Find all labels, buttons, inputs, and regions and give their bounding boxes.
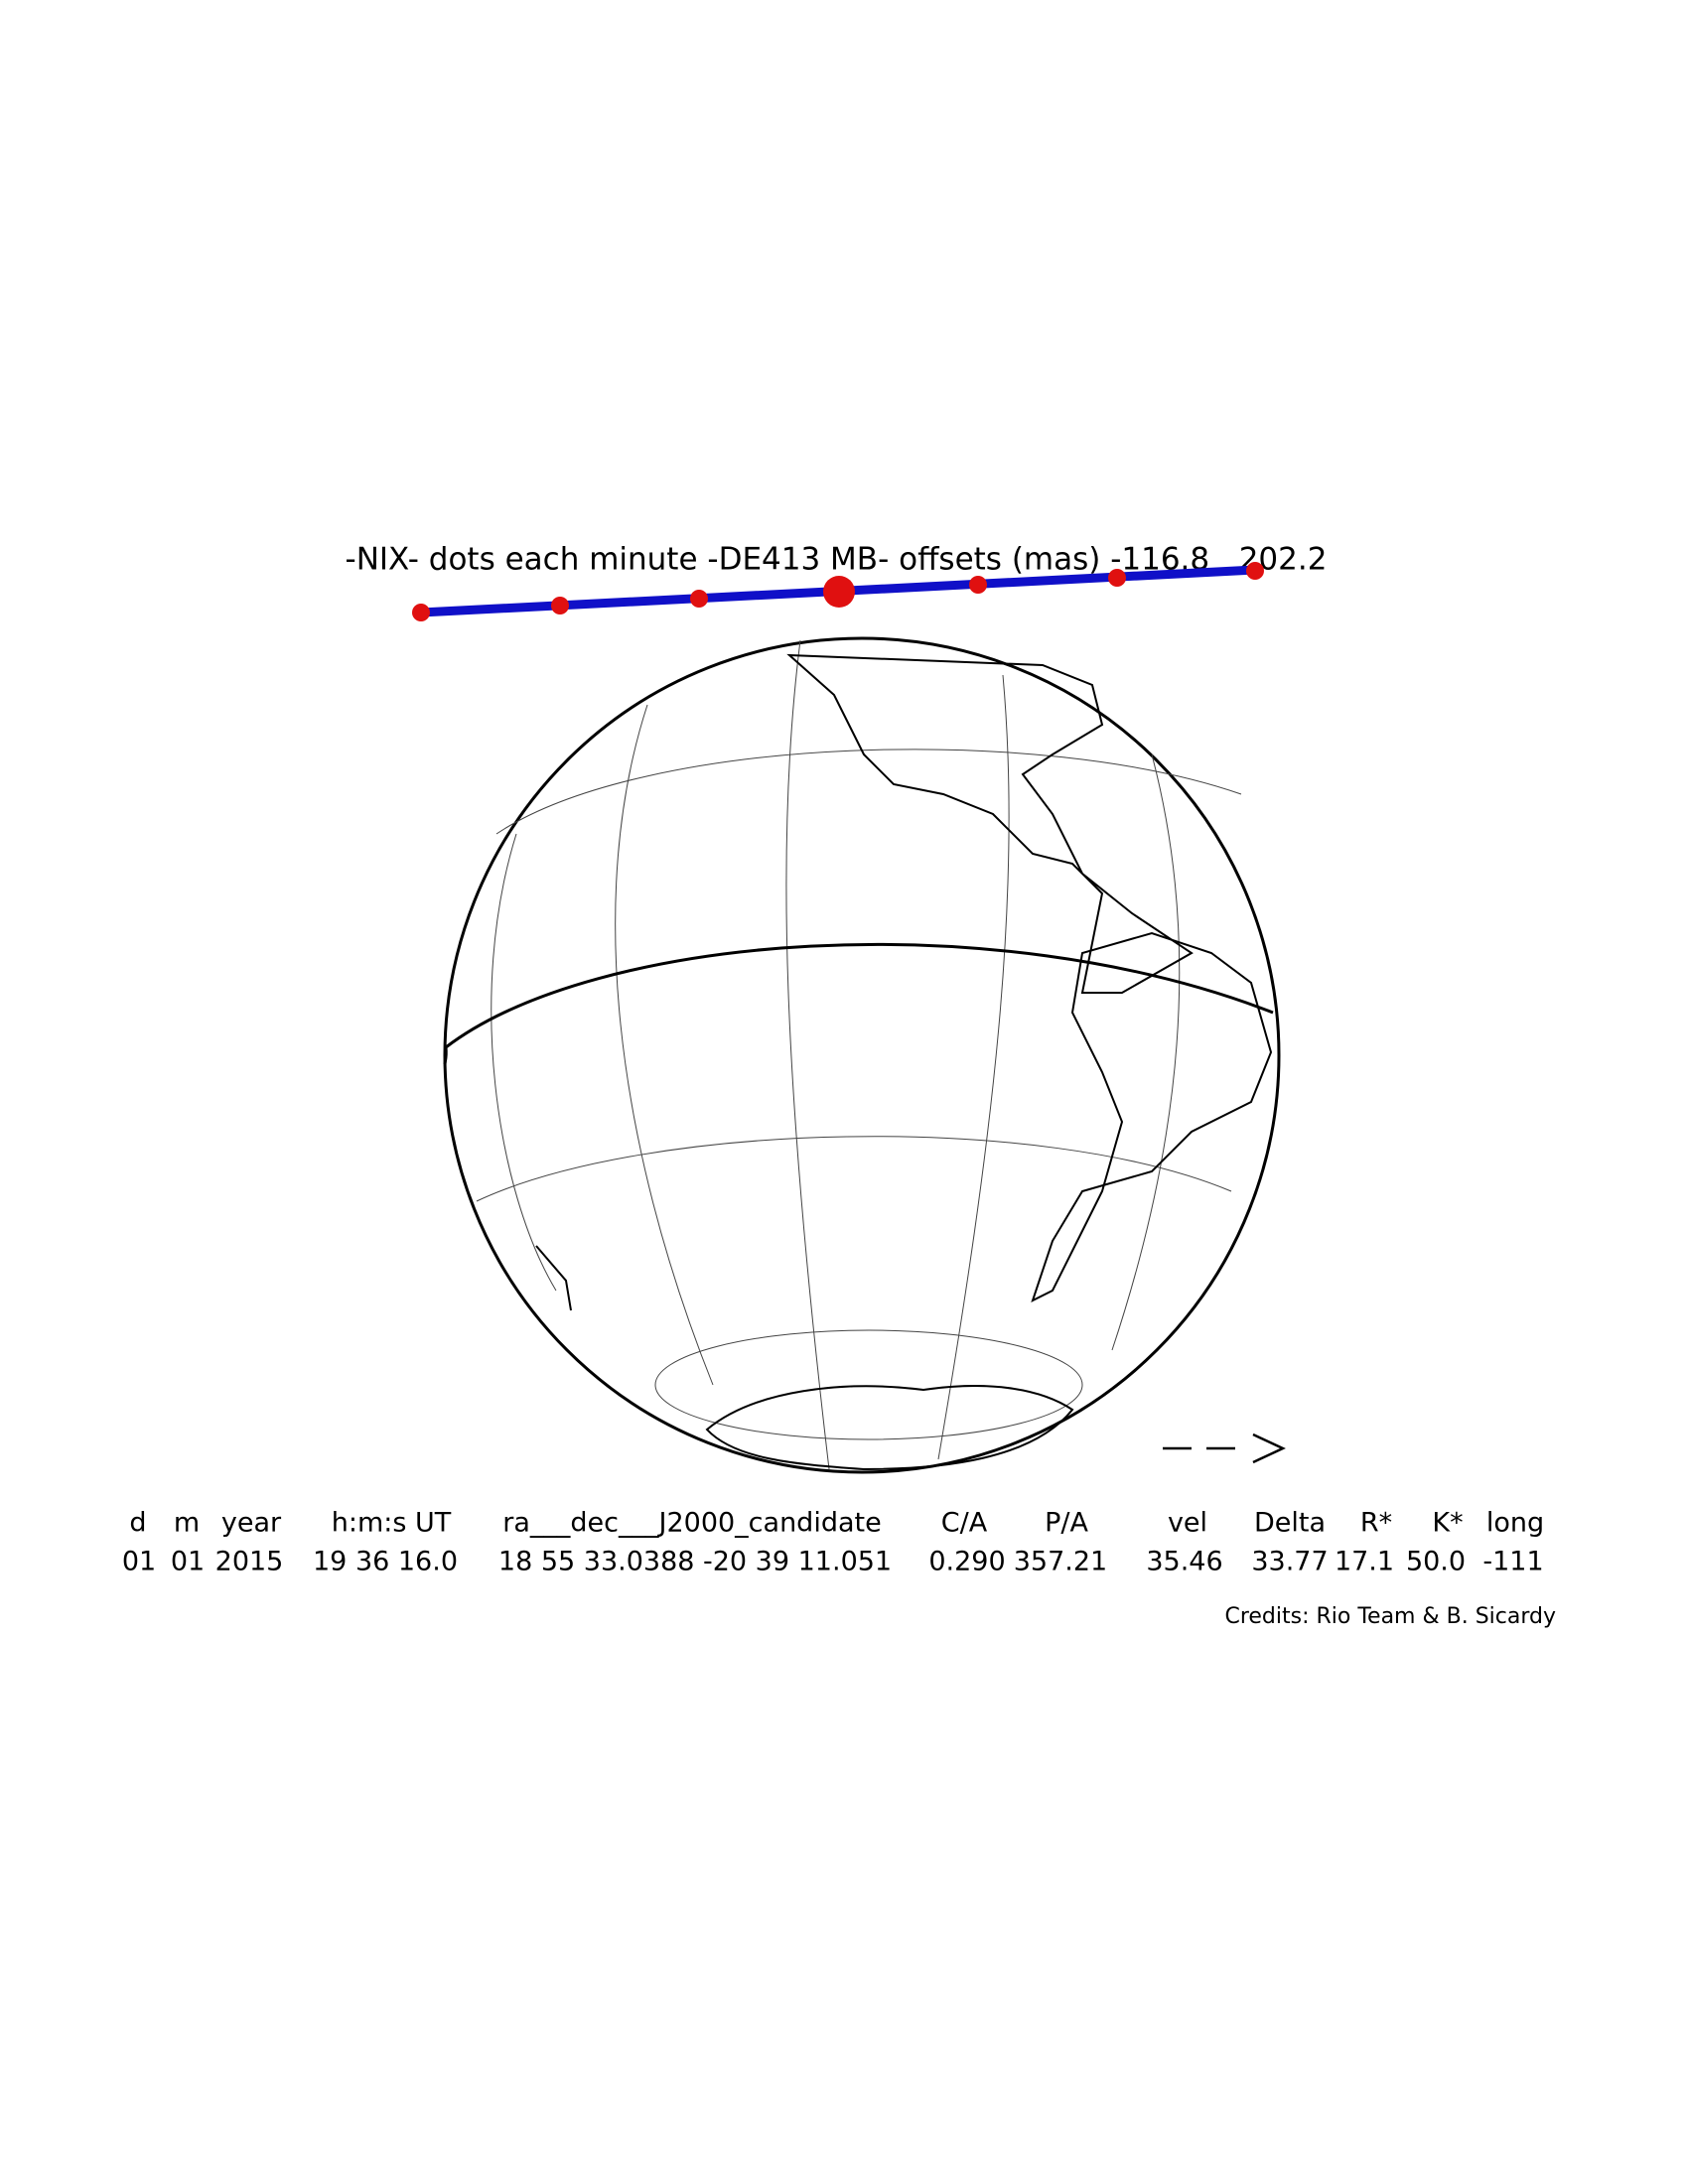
column-value: 0.290 bbox=[928, 1547, 1005, 1577]
column-header: m bbox=[174, 1508, 200, 1539]
column-header: d bbox=[129, 1508, 146, 1539]
column-header: vel bbox=[1168, 1508, 1207, 1539]
column-header: h:m:s UT bbox=[332, 1508, 452, 1539]
column-header: C/A bbox=[941, 1508, 988, 1539]
column-header: long bbox=[1486, 1508, 1544, 1539]
direction-arrow bbox=[1163, 1433, 1286, 1464]
column-value: 01 bbox=[171, 1547, 205, 1577]
column-header: K* bbox=[1432, 1508, 1463, 1539]
column-value: 2015 bbox=[215, 1547, 284, 1577]
globe bbox=[443, 636, 1281, 1474]
column-header: Delta bbox=[1254, 1508, 1326, 1539]
column-value: 35.46 bbox=[1146, 1547, 1222, 1577]
column-value: 01 bbox=[122, 1547, 156, 1577]
column-header: year bbox=[221, 1508, 282, 1539]
column-value: 33.77 bbox=[1251, 1547, 1328, 1577]
column-value: 50.0 bbox=[1406, 1547, 1466, 1577]
column-value: -111 bbox=[1482, 1547, 1543, 1577]
event-table: d m year h:m:s UT ra___dec___J2000_candidate… bbox=[122, 1508, 1544, 1577]
shadow-path bbox=[412, 562, 1264, 621]
column-value: 17.1 bbox=[1335, 1547, 1394, 1577]
column-header: P/A bbox=[1045, 1508, 1088, 1539]
column-value: 18 55 33.0388 -20 39 11.051 bbox=[498, 1547, 892, 1577]
credits: Credits: Rio Team & B. Sicardy bbox=[1224, 1604, 1556, 1629]
column-value: 19 36 16.0 bbox=[313, 1547, 458, 1577]
column-header: R* bbox=[1360, 1508, 1392, 1539]
column-header: ra___dec___J2000_candidate bbox=[502, 1508, 881, 1539]
column-value: 357.21 bbox=[1014, 1547, 1107, 1577]
